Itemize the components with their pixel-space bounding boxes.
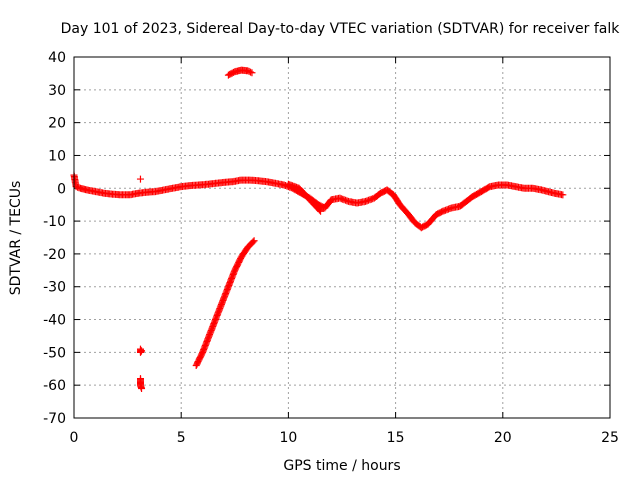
data-point <box>316 206 323 214</box>
plot-frame <box>73 56 611 419</box>
y-tick-label: -50 <box>43 345 66 361</box>
series-segment-main-trace <box>70 171 567 232</box>
x-tick-label: 0 <box>70 430 79 446</box>
x-tick-label: 15 <box>387 430 405 446</box>
data-point <box>136 175 144 183</box>
chart-title: Day 101 of 2023, Sidereal Day-to-day VTE… <box>61 21 621 37</box>
y-axis-ticks: 40 30 20 10 0 -10 -20 -30 -40 -50 -60 -70 <box>43 50 610 427</box>
series-segment-rising-trace <box>192 237 258 369</box>
x-axis-ticks: 0 5 10 15 20 25 <box>70 57 619 446</box>
data-point <box>247 68 254 76</box>
y-tick-label: 0 <box>57 181 66 197</box>
series-segment-upper-branch <box>284 180 325 215</box>
y-tick-label: -10 <box>43 214 66 230</box>
data-point <box>138 347 146 355</box>
y-axis-label: SDTVAR / TECUs <box>8 181 24 296</box>
data-point <box>317 207 325 215</box>
grid <box>74 57 610 418</box>
data-point <box>559 191 567 199</box>
y-tick-label: -60 <box>43 378 66 394</box>
data-points <box>70 66 567 392</box>
x-tick-label: 5 <box>177 430 186 446</box>
y-tick-label: 40 <box>48 50 66 66</box>
y-tick-label: 30 <box>48 83 66 99</box>
series-segment-cluster-minus60 <box>137 375 146 392</box>
data-point <box>248 69 256 77</box>
data-point <box>249 238 257 246</box>
x-tick-label: 25 <box>601 430 619 446</box>
data-point <box>138 384 146 392</box>
y-tick-label: -40 <box>43 313 66 329</box>
x-axis-label: GPS time / hours <box>283 458 400 474</box>
series-segment-cluster-minus50 <box>137 345 146 356</box>
y-tick-label: -70 <box>43 411 66 427</box>
series-segment-high-cluster <box>224 66 256 79</box>
y-tick-label: -30 <box>43 280 66 296</box>
y-tick-label: 20 <box>48 116 66 132</box>
y-tick-label: 10 <box>48 148 66 164</box>
x-tick-label: 10 <box>279 430 297 446</box>
series-segment-isolated-point <box>136 175 144 183</box>
y-tick-label: -20 <box>43 247 66 263</box>
data-point <box>250 237 258 245</box>
x-tick-label: 20 <box>494 430 512 446</box>
